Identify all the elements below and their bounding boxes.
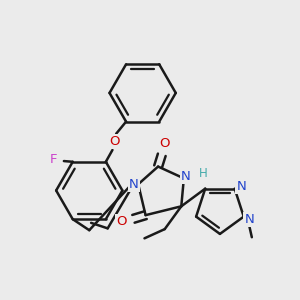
Text: N: N	[236, 180, 246, 193]
Text: N: N	[244, 213, 254, 226]
Text: O: O	[109, 135, 119, 148]
Text: F: F	[50, 154, 57, 166]
Text: N: N	[129, 178, 139, 191]
Text: H: H	[199, 167, 207, 180]
Text: O: O	[160, 137, 170, 150]
Text: N: N	[181, 170, 190, 183]
Text: O: O	[116, 215, 127, 228]
